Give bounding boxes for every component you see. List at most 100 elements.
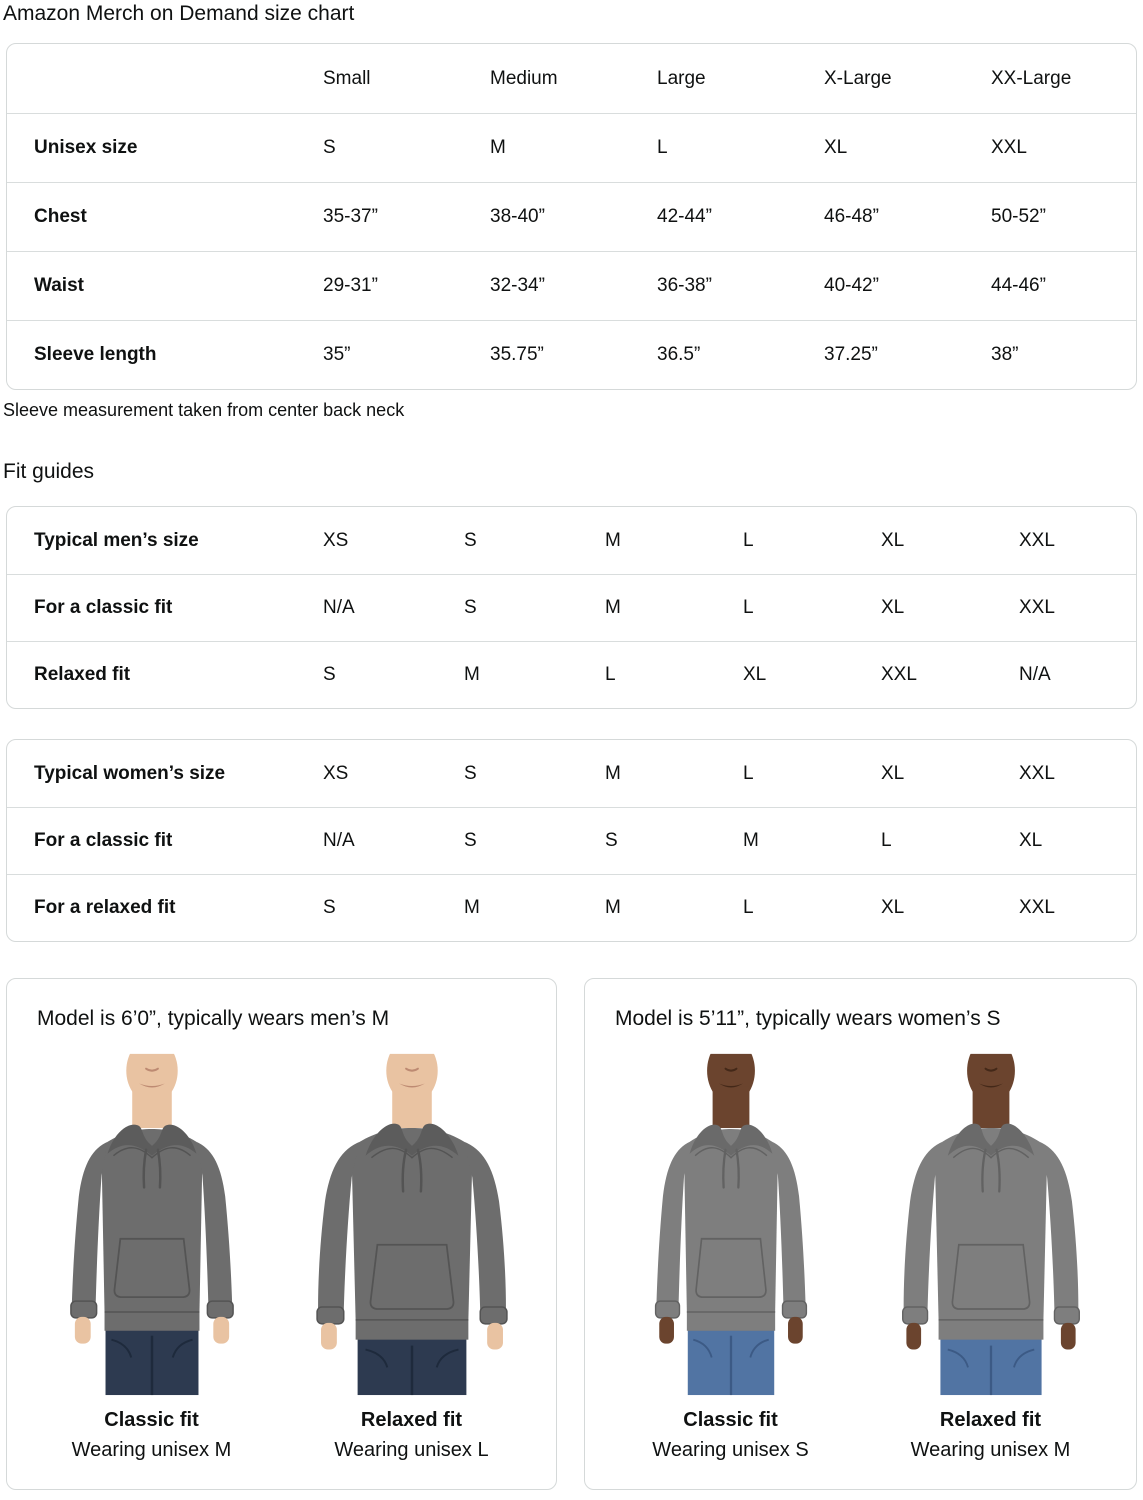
figure-caption: Classic fit Wearing unisex S [652, 1399, 808, 1462]
table-cell: 42-44” [657, 206, 712, 227]
table-cell: S [323, 664, 336, 685]
table-cell: XL [881, 762, 905, 784]
table-cell: XXL [1019, 597, 1055, 618]
row-label: Typical women’s size [34, 762, 226, 784]
table-cell: 35.75” [490, 344, 544, 365]
table-cell: 35-37” [323, 206, 378, 227]
table-cell: XL [881, 529, 905, 551]
table-row-waist: Waist 29-31” 32-34” 36-38” 40-42” 44-46” [7, 251, 1136, 320]
table-cell: S [323, 897, 336, 918]
table-cell: S [323, 137, 336, 158]
table-cell: L [743, 529, 754, 551]
table-cell: L [743, 597, 754, 618]
table-cell: L [881, 830, 892, 851]
table-cell: 29-31” [323, 275, 378, 296]
fit-name-label: Relaxed fit [360, 1409, 463, 1431]
table-cell: 46-48” [824, 206, 879, 227]
figure-caption: Relaxed fit Wearing unisex L [334, 1399, 488, 1462]
table-cell: M [743, 830, 759, 851]
model-figure: Relaxed fit Wearing unisex L [284, 1043, 540, 1462]
table-cell: 32-34” [490, 275, 545, 296]
model-figure: Relaxed fit Wearing unisex M [863, 1043, 1119, 1462]
table-cell: 38-40” [490, 206, 545, 227]
table-cell: M [605, 897, 621, 918]
row-label: Sleeve length [34, 344, 157, 365]
man-relaxed-fit-photo [286, 1043, 537, 1399]
table-cell: XS [323, 762, 349, 784]
table-cell: XL [743, 664, 767, 685]
table-cell: L [743, 897, 754, 918]
fit-name-label: Classic fit [683, 1409, 778, 1431]
size-chart-table: Small Medium Large X-Large XX-Large Unis… [6, 43, 1137, 390]
table-row-unisex-size: Unisex size S M L XL XXL [7, 113, 1136, 182]
woman-relaxed-fit-photo [865, 1043, 1116, 1399]
table-cell: M [605, 529, 621, 551]
row-label: Chest [34, 206, 87, 227]
table-cell: XS [323, 529, 349, 551]
table-cell: S [464, 762, 477, 784]
fit-name-label: Classic fit [104, 1409, 199, 1431]
table-cell: L [605, 664, 616, 685]
figure-caption: Relaxed fit Wearing unisex M [911, 1399, 1071, 1462]
table-cell: XL [881, 597, 905, 618]
row-label: For a relaxed fit [34, 897, 176, 918]
size-table-header-row: Small Medium Large X-Large XX-Large [7, 44, 1136, 113]
fit-guides-heading: Fit guides [3, 460, 95, 483]
womens-fit-guide-table: Typical women’s size XS S M L XL XXL For… [6, 739, 1137, 942]
table-cell: 38” [991, 344, 1019, 365]
table-cell: 36-38” [657, 275, 712, 296]
table-cell: 44-46” [991, 275, 1046, 296]
table-cell: M [464, 664, 480, 685]
table-cell: L [743, 762, 754, 784]
table-cell: 50-52” [991, 206, 1046, 227]
table-cell: M [605, 597, 621, 618]
table-cell: L [657, 137, 668, 158]
mens-model-figures: Classic fit Wearing unisex M Relaxed fit… [7, 1043, 556, 1462]
table-row-sleeve-length: Sleeve length 35” 35.75” 36.5” 37.25” 38… [7, 320, 1136, 389]
wearing-size-label: Wearing unisex L [334, 1439, 489, 1461]
row-label: For a classic fit [34, 597, 173, 618]
table-cell: M [490, 137, 506, 158]
woman-classic-fit-photo [605, 1043, 856, 1399]
table-cell: XXL [1019, 529, 1055, 551]
wearing-size-label: Wearing unisex M [910, 1439, 1071, 1461]
row-label: Relaxed fit [34, 664, 131, 685]
table-cell: XXL [1019, 762, 1055, 784]
wearing-size-label: Wearing unisex S [652, 1439, 809, 1461]
table-row-typical-mens-size: Typical men’s size XS S M L XL XXL [7, 507, 1136, 574]
column-header-small: Small [323, 67, 371, 89]
womens-model-heading: Model is 5’11”, typically wears women’s … [615, 1007, 1001, 1030]
womens-model-panel: Model is 5’11”, typically wears women’s … [584, 978, 1137, 1490]
column-header-xx-large: XX-Large [991, 67, 1072, 89]
table-cell: M [605, 762, 621, 784]
sleeve-measurement-note: Sleeve measurement taken from center bac… [3, 400, 405, 420]
column-header-large: Large [657, 67, 706, 89]
table-cell: S [605, 830, 618, 851]
table-cell: S [464, 529, 477, 551]
model-figure: Classic fit Wearing unisex M [24, 1043, 280, 1462]
table-cell: S [464, 830, 477, 851]
table-cell: 35” [323, 344, 351, 365]
fit-name-label: Relaxed fit [939, 1409, 1042, 1431]
table-cell: XL [824, 137, 848, 158]
table-cell: N/A [323, 830, 355, 851]
table-cell: XL [881, 897, 905, 918]
figure-caption: Classic fit Wearing unisex M [72, 1399, 232, 1462]
page-title: Amazon Merch on Demand size chart [3, 2, 355, 25]
table-row-typical-womens-size: Typical women’s size XS S M L XL XXL [7, 740, 1136, 807]
table-cell: XXL [1019, 897, 1055, 918]
row-label: Typical men’s size [34, 529, 199, 551]
table-row-mens-classic-fit: For a classic fit N/A S M L XL XXL [7, 574, 1136, 641]
column-header-medium: Medium [490, 67, 558, 89]
table-cell: N/A [1019, 664, 1051, 685]
mens-model-panel: Model is 6’0”, typically wears men’s M C… [6, 978, 557, 1490]
womens-model-figures: Classic fit Wearing unisex S Relaxed fit… [585, 1043, 1136, 1462]
mens-fit-guide-table: Typical men’s size XS S M L XL XXL For a… [6, 506, 1137, 709]
table-row-womens-relaxed-fit: For a relaxed fit S M M L XL XXL [7, 874, 1136, 941]
row-label: Waist [34, 275, 84, 296]
table-cell: XXL [991, 137, 1027, 158]
row-label: For a classic fit [34, 830, 173, 851]
table-cell: N/A [323, 597, 355, 618]
table-row-mens-relaxed-fit: Relaxed fit S M L XL XXL N/A [7, 641, 1136, 708]
